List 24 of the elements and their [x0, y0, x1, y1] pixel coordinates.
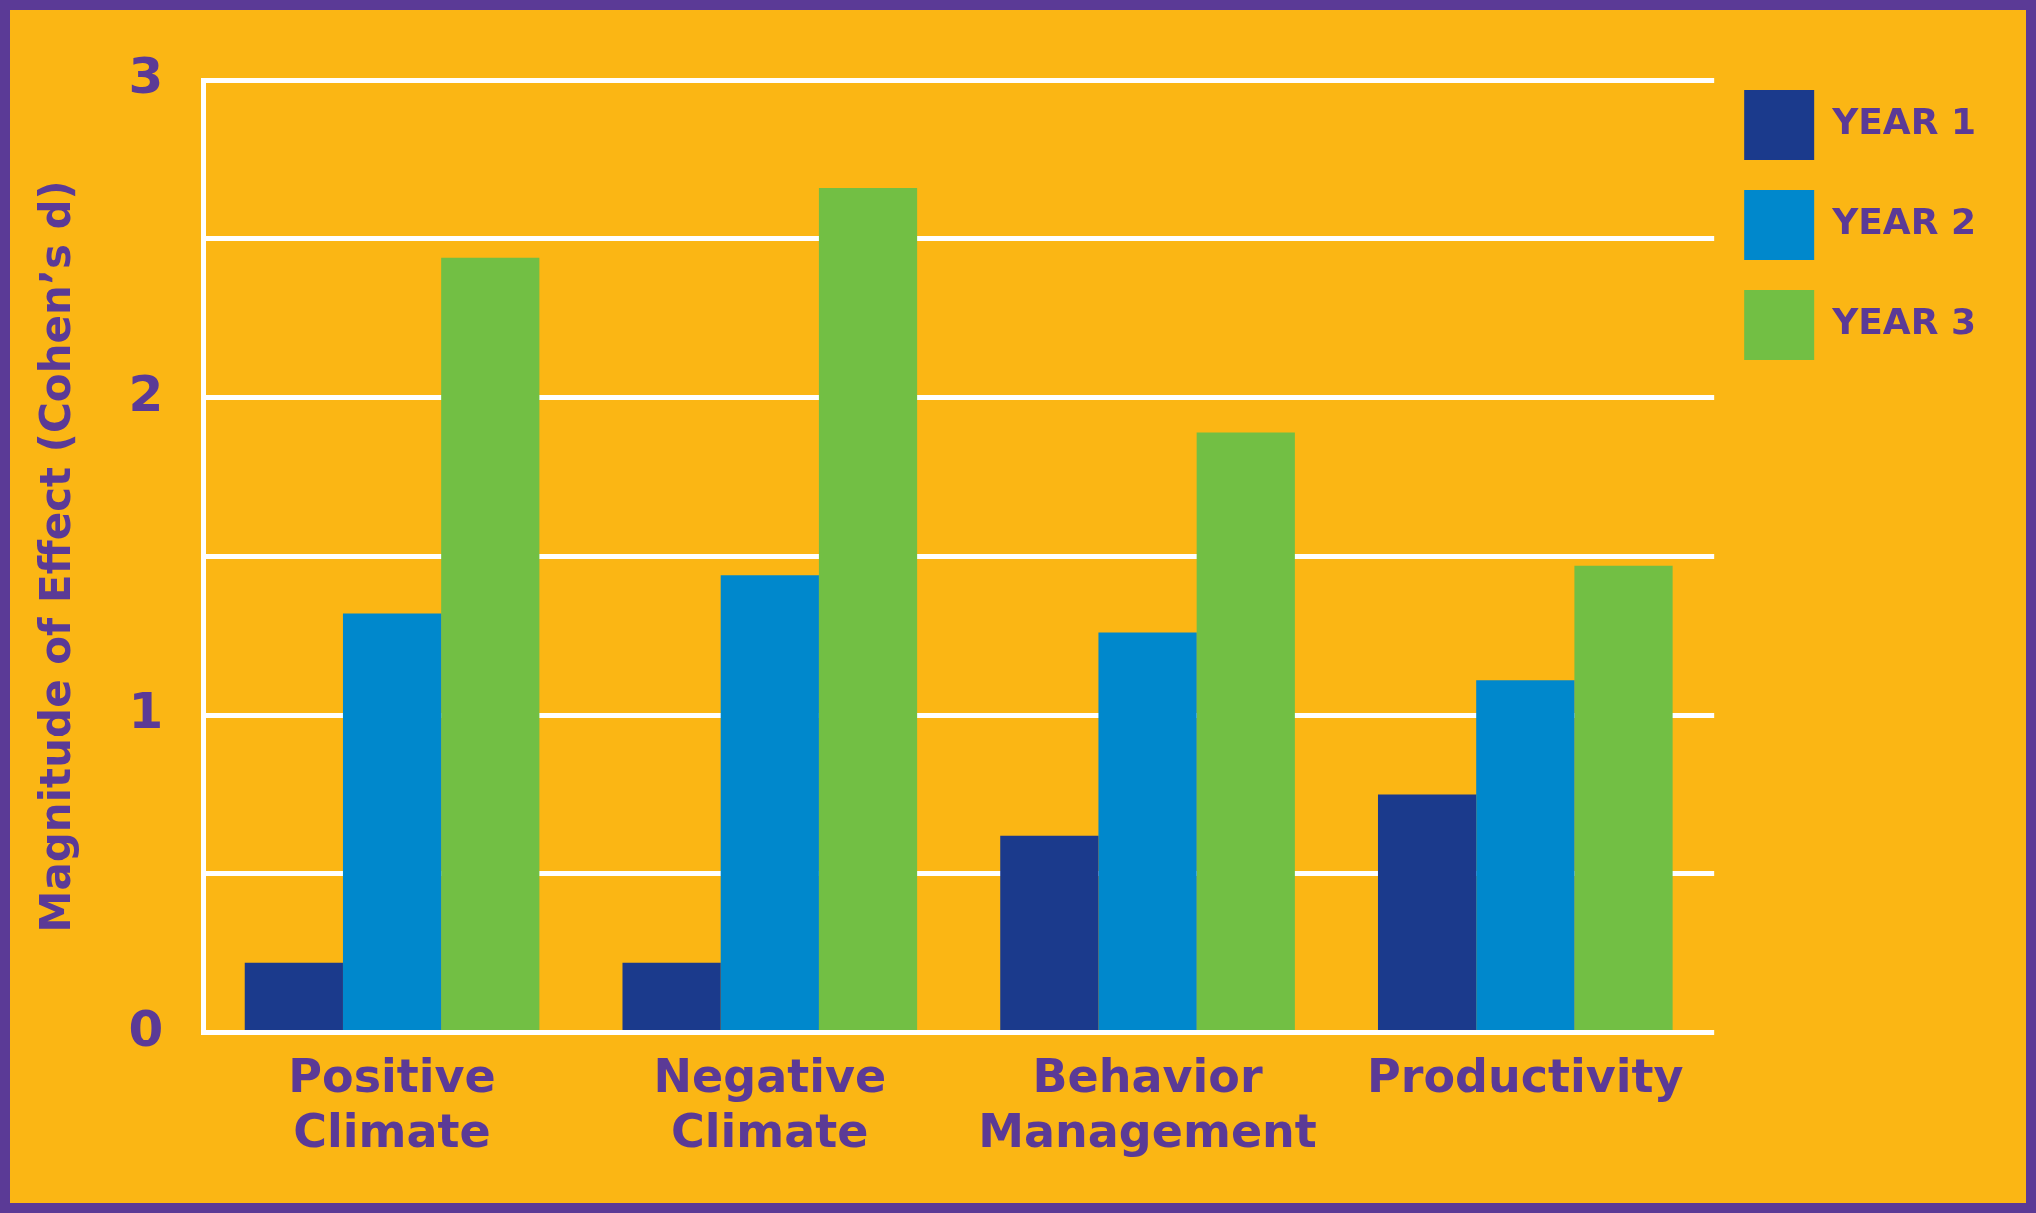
- y-tick-label: 0: [128, 999, 164, 1058]
- bar: [622, 962, 721, 1031]
- y-tick-label: 3: [128, 46, 164, 105]
- legend-label: YEAR 1: [1831, 101, 1976, 143]
- x-tick-label: Negative Climate: [653, 1049, 887, 1159]
- bar: [1098, 632, 1197, 1031]
- bar: [244, 962, 343, 1031]
- bar: [1196, 432, 1295, 1031]
- y-axis-title: Magnitude of Effect (Cohen’s d): [31, 180, 81, 933]
- bar: [1476, 680, 1575, 1031]
- bar: [441, 257, 540, 1031]
- x-tick-label: Positive Climate: [288, 1049, 496, 1159]
- x-tick-label: Productivity: [1367, 1049, 1684, 1104]
- legend-label: YEAR 2: [1831, 201, 1976, 243]
- bar: [1000, 835, 1099, 1031]
- bar: [720, 575, 819, 1031]
- bar: [1574, 565, 1673, 1031]
- bar: [1377, 794, 1477, 1031]
- bar: [818, 187, 918, 1031]
- bar: [342, 613, 442, 1031]
- y-tick-label: 1: [128, 682, 164, 741]
- legend-label: YEAR 3: [1831, 301, 1976, 343]
- y-tick-label: 2: [128, 364, 164, 423]
- x-tick-label: Behavior Management: [978, 1049, 1317, 1159]
